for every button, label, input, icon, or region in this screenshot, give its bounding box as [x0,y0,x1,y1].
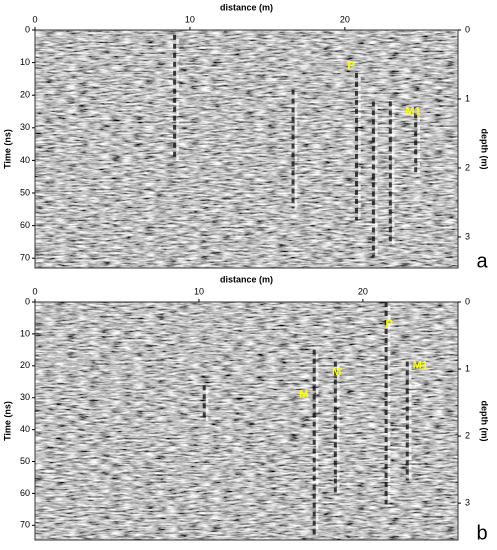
radargram-image [35,302,458,540]
y-tick-label: 10 [20,328,30,338]
y2-tick-label: 3 [465,498,470,508]
y-axis-label: Time (ns) [2,129,12,169]
annotation: M [332,366,341,378]
y2-tick-label: 0 [465,296,470,306]
x-axis-label: distance (m) [220,2,273,12]
y-tick-label: 40 [20,155,30,165]
y-tick-label: 40 [20,424,30,434]
y-axis-label: Time (ns) [2,401,12,441]
plot-frame [34,301,459,541]
y2-tick-label: 1 [465,363,470,373]
x-tick-label: 20 [358,286,368,296]
plot-frame [34,29,459,269]
radargram-image [35,30,458,268]
annotation: M1 [405,105,420,117]
y-tick-label: 30 [20,122,30,132]
y-tick-label: 10 [20,57,30,67]
annotation: M1 [413,360,428,372]
y-tick-label: 50 [20,187,30,197]
annotation: P [347,60,354,72]
reflections [202,302,412,536]
y2-tick-label: 1 [465,93,470,103]
y-tick-label: 20 [20,360,30,370]
y2-tick-label: 2 [465,430,470,440]
x-tick-label: 0 [32,14,37,24]
reflections [173,34,420,257]
y-tick-label: 70 [20,253,30,263]
annotation: M [299,388,308,400]
x-tick-label: 10 [185,14,195,24]
y2-axis-label: depth (m) [480,129,490,170]
y-tick-label: 20 [20,90,30,100]
y-tick-label: 60 [20,220,30,230]
x-axis-label: distance (m) [220,274,273,284]
y2-tick-label: 0 [465,24,470,34]
y2-axis-label: depth (m) [480,401,490,442]
y-tick-label: 60 [20,488,30,498]
y2-tick-label: 2 [465,162,470,172]
panel-label: a [476,250,488,272]
y-tick-label: 70 [20,520,30,530]
y-tick-label: 0 [25,24,30,34]
y-tick-label: 0 [25,296,30,306]
x-tick-label: 20 [340,14,350,24]
annotation: P [385,318,392,330]
x-tick-label: 0 [32,286,37,296]
y-tick-label: 30 [20,392,30,402]
y-tick-label: 50 [20,456,30,466]
y2-tick-label: 3 [465,231,470,241]
panel-label: b [476,522,487,544]
x-tick-label: 10 [194,286,204,296]
